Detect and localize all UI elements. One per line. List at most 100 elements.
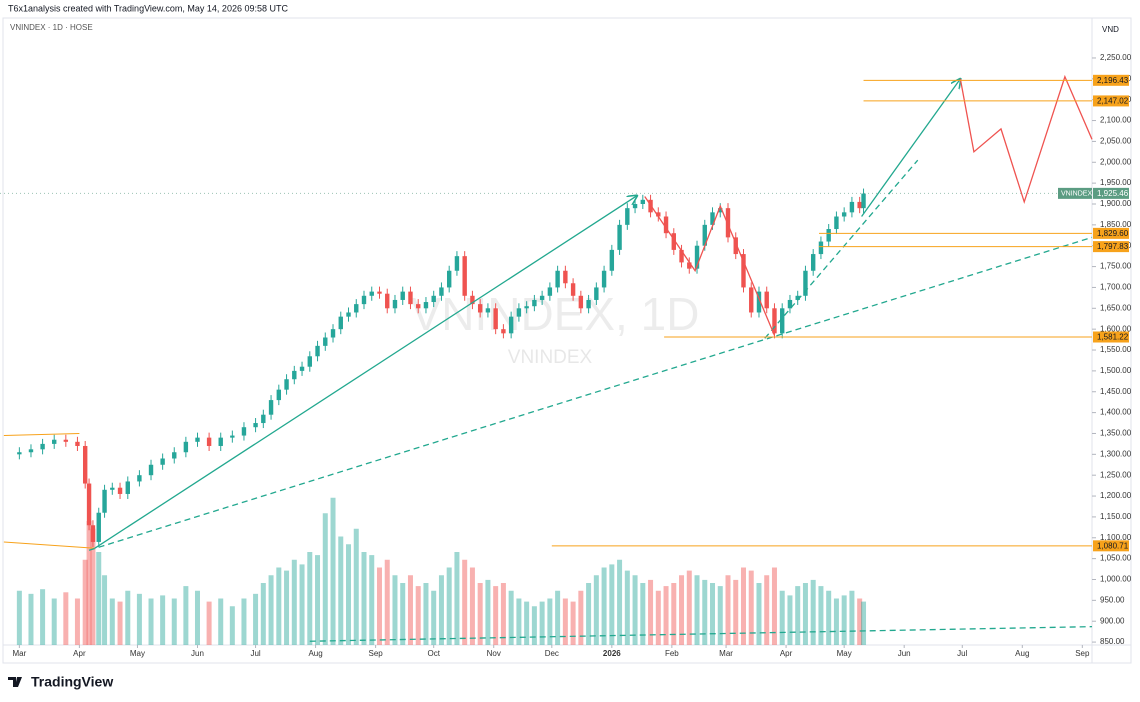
volume-bar bbox=[400, 583, 406, 645]
candle-body bbox=[377, 291, 382, 294]
volume-bar bbox=[299, 564, 305, 645]
volume-bar bbox=[601, 567, 607, 645]
level-tag bbox=[1093, 331, 1129, 343]
candle-body bbox=[547, 287, 553, 296]
y-tick-label: 850.00 bbox=[1100, 637, 1125, 646]
candle-body bbox=[857, 201, 862, 209]
y-tick-label: 1,650.00 bbox=[1100, 303, 1132, 312]
volume-bar bbox=[125, 590, 131, 645]
candle-body bbox=[346, 312, 351, 317]
y-tick-label: 1,350.00 bbox=[1100, 429, 1132, 438]
last-name-tag bbox=[1058, 187, 1092, 199]
drawing bbox=[861, 79, 961, 217]
volume-bar bbox=[338, 536, 344, 645]
volume-bar bbox=[171, 598, 177, 645]
candle-body bbox=[195, 437, 200, 442]
volume-bar bbox=[617, 559, 623, 645]
x-tick-label: 2026 bbox=[603, 649, 621, 658]
volume-bar bbox=[109, 598, 115, 645]
volume-bar bbox=[733, 579, 739, 645]
drawing bbox=[309, 625, 1093, 642]
candle-body bbox=[241, 427, 247, 436]
candle-body bbox=[718, 208, 723, 213]
volume-bar bbox=[241, 598, 247, 645]
candle-body bbox=[369, 291, 374, 296]
y-tick-label: 950.00 bbox=[1100, 595, 1125, 604]
volume-bar bbox=[260, 583, 266, 645]
volume-bar bbox=[826, 590, 832, 645]
volume-bar bbox=[253, 593, 259, 645]
volume-bar bbox=[547, 598, 553, 645]
volume-bar bbox=[74, 598, 80, 645]
volume-bar bbox=[857, 598, 863, 645]
candle-body bbox=[702, 224, 707, 246]
candle-body bbox=[795, 295, 800, 300]
candle-body bbox=[764, 291, 769, 309]
x-tick-label: Mar bbox=[12, 649, 26, 658]
candle-body bbox=[439, 287, 444, 296]
x-tick-label: Jun bbox=[898, 649, 911, 658]
y-tick-label: 900.00 bbox=[1100, 616, 1125, 625]
candle-body bbox=[75, 441, 80, 446]
volume-bar bbox=[624, 570, 630, 645]
x-tick-label: Sep bbox=[368, 649, 383, 658]
x-tick-label: Nov bbox=[487, 649, 501, 658]
volume-bar bbox=[353, 528, 359, 645]
drawing bbox=[94, 196, 637, 549]
candle-body bbox=[28, 449, 34, 453]
volume-bar bbox=[454, 552, 460, 645]
y-tick-label: 1,050.00 bbox=[1100, 554, 1132, 563]
volume-bar bbox=[117, 601, 123, 645]
volume-bar bbox=[593, 575, 599, 645]
candle-body bbox=[17, 452, 22, 455]
candle-body bbox=[493, 308, 498, 330]
candle-body bbox=[663, 216, 669, 234]
frame bbox=[2, 17, 1132, 664]
x-tick-label: Jun bbox=[191, 649, 204, 658]
volume-bar bbox=[663, 586, 669, 645]
volume-bar bbox=[330, 497, 336, 645]
drawing bbox=[959, 74, 1093, 205]
candle-body bbox=[609, 249, 615, 271]
candle-body bbox=[632, 203, 638, 209]
y-tick-label: 1,200.00 bbox=[1100, 491, 1132, 500]
volume-bar bbox=[361, 552, 367, 645]
candle-body bbox=[183, 441, 189, 453]
volume-bar bbox=[555, 590, 561, 645]
y-tick-label: 1,600.00 bbox=[1100, 324, 1132, 333]
volume-bar bbox=[16, 590, 22, 645]
y-tick-label: 1,300.00 bbox=[1100, 449, 1132, 458]
candle-body bbox=[772, 308, 777, 334]
volume-bar bbox=[346, 544, 352, 645]
volume-bar bbox=[229, 606, 235, 645]
volume-bar bbox=[194, 590, 200, 645]
currency: VND bbox=[1102, 25, 1119, 34]
level-label: 2,196.43 bbox=[1097, 76, 1129, 85]
volume-bar bbox=[136, 593, 142, 645]
candle-body bbox=[392, 299, 398, 309]
level-label: 2,147.02 bbox=[1097, 97, 1129, 106]
candle-body bbox=[741, 254, 746, 288]
volume-bar bbox=[702, 579, 708, 645]
volume-bar bbox=[82, 559, 88, 645]
symbol-info: VNINDEX · 1D · HOSE bbox=[10, 23, 93, 32]
candle-body bbox=[408, 291, 413, 305]
volume-bar bbox=[717, 586, 723, 645]
candle-body bbox=[485, 308, 491, 313]
candle-body bbox=[431, 295, 436, 303]
y-tick-label: 1,950.00 bbox=[1100, 178, 1132, 187]
candle-body bbox=[354, 304, 359, 313]
candle-body bbox=[462, 256, 467, 296]
volume-bar bbox=[469, 567, 475, 645]
y-tick-label: 1,250.00 bbox=[1100, 470, 1132, 479]
plot: 850.00 900.00 950.00 1,000.00 1,050.00 1,100.… bbox=[0, 53, 1132, 658]
volume-bar bbox=[609, 564, 615, 645]
volume-bar bbox=[322, 513, 328, 645]
volume-bar bbox=[818, 586, 824, 645]
candle-body bbox=[110, 487, 115, 490]
volume-bar bbox=[86, 521, 92, 645]
level-label: 1,080.71 bbox=[1097, 541, 1129, 550]
volume-bar bbox=[578, 590, 584, 645]
volume-bar bbox=[694, 575, 700, 645]
